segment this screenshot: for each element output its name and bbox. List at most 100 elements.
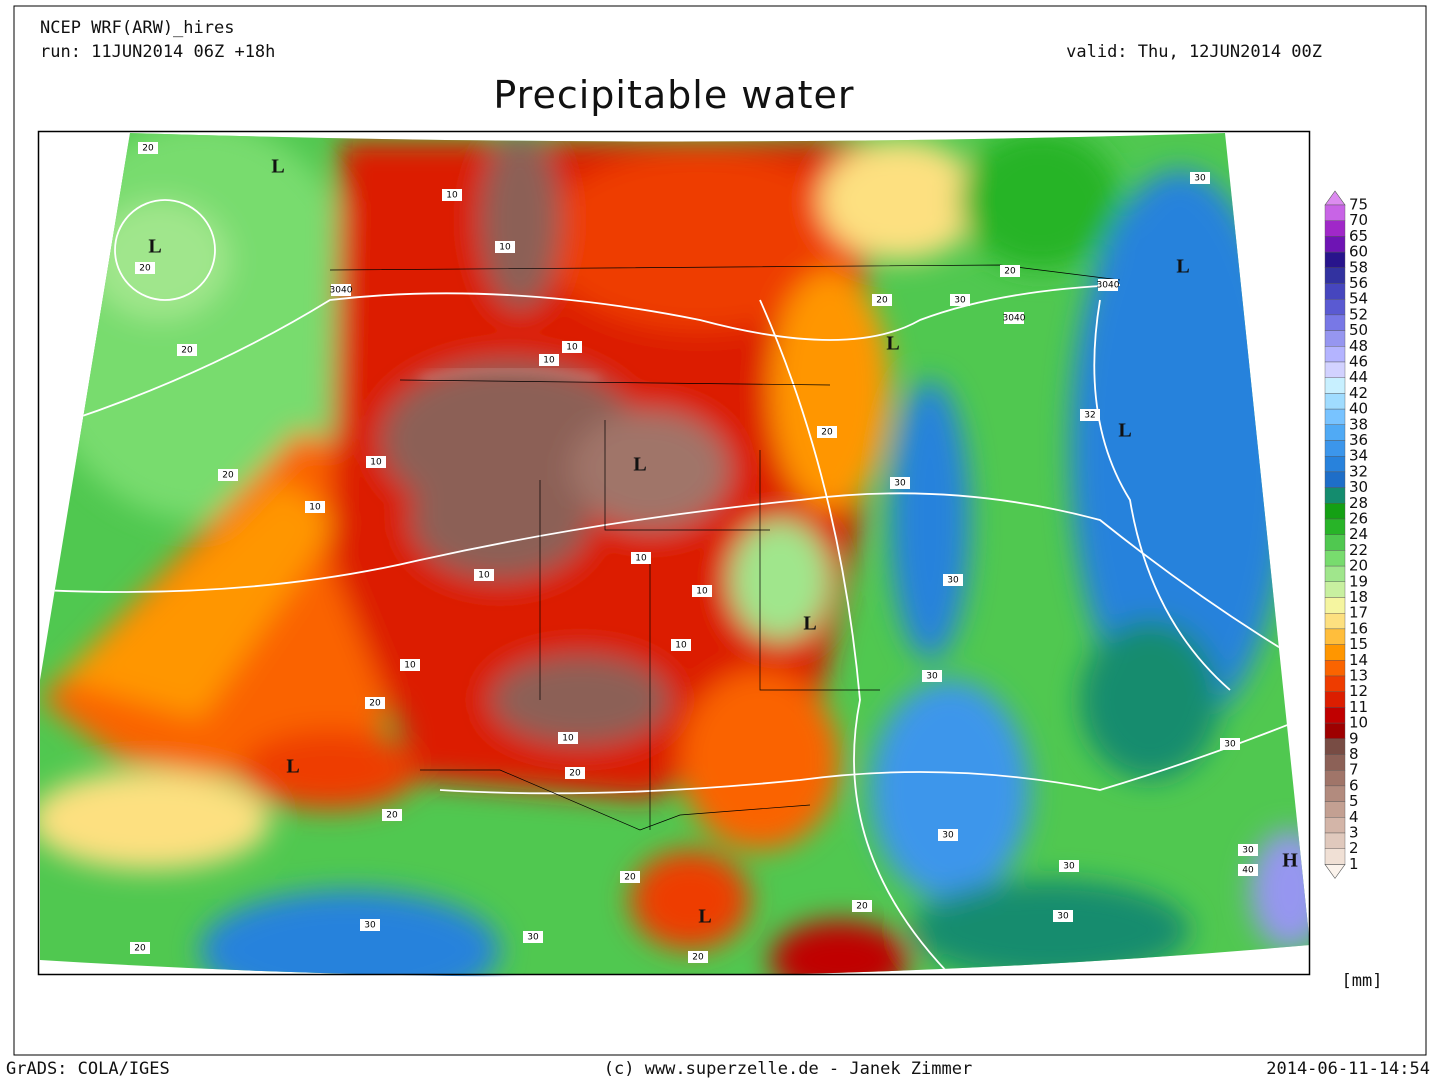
colorbar-box [1324, 518, 1346, 535]
contour-label-text: 10 [696, 587, 708, 597]
colorbar-box [1324, 314, 1346, 331]
contour-label-bg [938, 829, 958, 841]
contour-label: 10 [692, 585, 712, 597]
colorbar-box [1324, 581, 1346, 598]
contour-label-bg [1004, 312, 1024, 324]
colorbar-label: 46 [1349, 353, 1368, 371]
contour-label: 3040 [1003, 312, 1026, 324]
contour-label: 20 [135, 262, 155, 274]
pressure-center: L [148, 236, 161, 258]
contour-label: 30 [922, 670, 942, 682]
run-info: run: 11JUN2014 06Z +18h [40, 42, 275, 62]
colorbar-label: 7 [1349, 761, 1359, 779]
contour-label-bg [138, 142, 158, 154]
pressure-center: L [1176, 256, 1189, 278]
contour-label: 30 [1238, 844, 1258, 856]
contour-label: 10 [305, 501, 325, 513]
colorbar-label: 34 [1349, 447, 1368, 465]
contour-label: 30 [890, 477, 910, 489]
pressure-center: L [271, 156, 284, 178]
contour-label: 20 [1000, 265, 1020, 277]
colorbar-label: 75 [1349, 196, 1368, 214]
contour-label-bg [365, 697, 385, 709]
contour-label: 20 [817, 426, 837, 438]
map-labels: LLLLLLLLLH304030403040101010101010101010… [130, 142, 1298, 963]
contour-label: 20 [565, 767, 585, 779]
colorbar-box [1324, 251, 1346, 269]
contour-label-text: 3040 [1003, 314, 1026, 324]
contour-label: 3040 [1097, 279, 1120, 291]
colorbar-box [1324, 503, 1346, 520]
colorbar-label: 30 [1349, 478, 1368, 496]
contour-label-text: 20 [142, 144, 154, 154]
contour-label-bg [692, 585, 712, 597]
colorbar-label: 18 [1349, 588, 1368, 606]
colorbar-box [1324, 691, 1346, 708]
contour-label-bg [1000, 265, 1020, 277]
colorbar-label: 22 [1349, 541, 1368, 559]
contour-label-bg [558, 732, 578, 744]
contour-label: 30 [943, 574, 963, 586]
model-name: NCEP WRF(ARW)_hires [40, 18, 234, 38]
colorbar-label: 20 [1349, 557, 1368, 575]
contour-label: 10 [495, 241, 515, 253]
contour-label-bg [943, 574, 963, 586]
colorbar-label: 8 [1349, 745, 1359, 763]
colorbar-cap-top [1324, 190, 1346, 206]
colorbar-label: 15 [1349, 635, 1368, 653]
contour-label: 10 [671, 639, 691, 651]
colorbar-label: 10 [1349, 714, 1368, 732]
contour-label-bg [565, 767, 585, 779]
colorbar-box [1324, 613, 1346, 630]
pressure-center: L [1118, 420, 1131, 442]
contour-label-bg [539, 354, 559, 366]
colorbar-box [1324, 471, 1346, 488]
colorbar-label: 54 [1349, 290, 1368, 308]
colorbar-box [1324, 801, 1346, 818]
contour-label-bg [817, 426, 837, 438]
contour-label: 30 [360, 919, 380, 931]
valid-time: valid: Thu, 12JUN2014 00Z [1066, 42, 1322, 62]
contour-label-text: 10 [566, 343, 578, 353]
contour-label-bg [671, 639, 691, 651]
contour-label-bg [305, 501, 325, 513]
contour-label-text: 20 [222, 471, 234, 481]
colorbar-box [1324, 456, 1346, 473]
contour-label: 40 [1238, 864, 1258, 876]
contour-label: 30 [1053, 910, 1073, 922]
colorbar-box [1324, 487, 1346, 504]
colorbar-box [1324, 267, 1346, 284]
contours [40, 199, 1301, 976]
contour-label-text: 10 [635, 554, 647, 564]
colorbar-box [1324, 660, 1346, 677]
colorbar-label: 58 [1349, 258, 1368, 276]
colorbar: 7570656058565452504846444240383634323028… [1324, 190, 1368, 879]
contour-label-bg [400, 659, 420, 671]
contour-label-text: 10 [404, 661, 416, 671]
contour-label-bg [950, 294, 970, 306]
contour-label-bg [130, 942, 150, 954]
colorbar-box [1324, 707, 1346, 724]
contour-label-bg [177, 344, 197, 356]
colorbar-label: 6 [1349, 776, 1359, 794]
map-field [40, 133, 1310, 977]
colorbar-label: 13 [1349, 667, 1368, 685]
contour-label-text: 20 [876, 296, 888, 306]
field-blobs [40, 133, 1310, 977]
footer-left: GrADS: COLA/IGES [6, 1059, 170, 1079]
contour-label-text: 30 [947, 576, 959, 586]
colorbar-box [1324, 424, 1346, 441]
contour-label-bg [1080, 409, 1100, 421]
colorbar-label: 5 [1349, 792, 1359, 810]
contour-label-bg [562, 341, 582, 353]
contour-label: 20 [218, 469, 238, 481]
colorbar-label: 50 [1349, 321, 1368, 339]
contour-label-bg [474, 569, 494, 581]
contour-label-text: 30 [926, 672, 938, 682]
colorbar-box [1324, 754, 1346, 771]
pressure-center: L [633, 454, 646, 476]
map-frame [37, 130, 1311, 976]
field-streaks [419, 369, 601, 381]
contour-label-bg [688, 951, 708, 963]
